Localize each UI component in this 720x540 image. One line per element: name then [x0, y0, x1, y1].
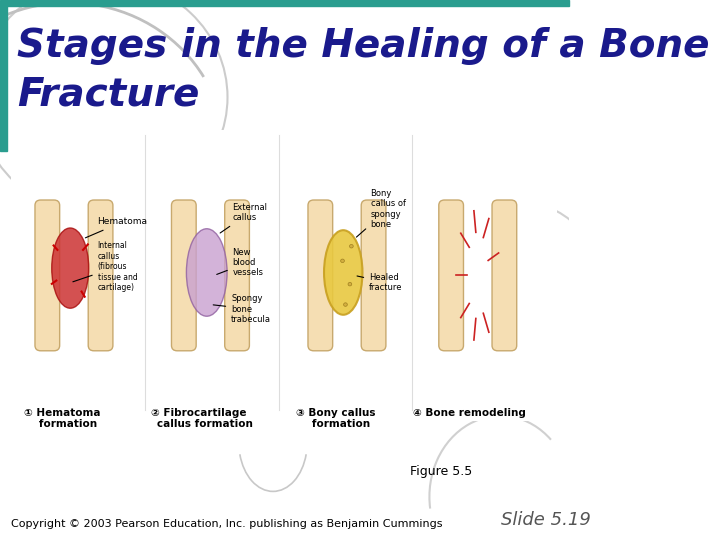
Ellipse shape — [324, 230, 362, 315]
Circle shape — [348, 282, 352, 286]
Text: Figure 5.5: Figure 5.5 — [410, 465, 472, 478]
Text: ① Hematoma
   formation: ① Hematoma formation — [24, 408, 101, 429]
FancyBboxPatch shape — [308, 200, 333, 351]
FancyBboxPatch shape — [492, 200, 517, 351]
Text: Spongy
bone
trabecula: Spongy bone trabecula — [213, 294, 271, 324]
Text: Fracture: Fracture — [17, 76, 199, 113]
Circle shape — [349, 245, 354, 248]
Circle shape — [341, 259, 344, 262]
FancyBboxPatch shape — [361, 200, 386, 351]
FancyBboxPatch shape — [35, 200, 60, 351]
Ellipse shape — [186, 229, 227, 316]
Text: ④ Bone remodeling: ④ Bone remodeling — [413, 408, 526, 418]
Text: Internal
callus
(fibrous
tissue and
cartilage): Internal callus (fibrous tissue and cart… — [73, 241, 138, 292]
FancyBboxPatch shape — [171, 200, 196, 351]
Text: ③ Bony callus
   formation: ③ Bony callus formation — [296, 408, 375, 429]
Text: Copyright © 2003 Pearson Education, Inc. publishing as Benjamin Cummings: Copyright © 2003 Pearson Education, Inc.… — [12, 519, 443, 529]
Text: Slide 5.19: Slide 5.19 — [500, 511, 590, 529]
Bar — [0, 5, 6, 151]
Text: Hematoma: Hematoma — [86, 218, 148, 238]
Bar — [12, 130, 557, 421]
Bar — [0, 0, 569, 6]
FancyBboxPatch shape — [225, 200, 249, 351]
Circle shape — [343, 303, 347, 306]
Text: New
blood
vessels: New blood vessels — [217, 248, 264, 278]
Text: Healed
fracture: Healed fracture — [357, 273, 402, 292]
Text: External
callus: External callus — [220, 202, 268, 233]
Ellipse shape — [52, 228, 89, 308]
Text: Stages in the Healing of a Bone: Stages in the Healing of a Bone — [17, 27, 710, 65]
Text: ② Fibrocartilage
   callus formation: ② Fibrocartilage callus formation — [145, 408, 253, 429]
Text: Bony
callus of
spongy
bone: Bony callus of spongy bone — [356, 189, 405, 237]
FancyBboxPatch shape — [438, 200, 464, 351]
FancyBboxPatch shape — [89, 200, 113, 351]
